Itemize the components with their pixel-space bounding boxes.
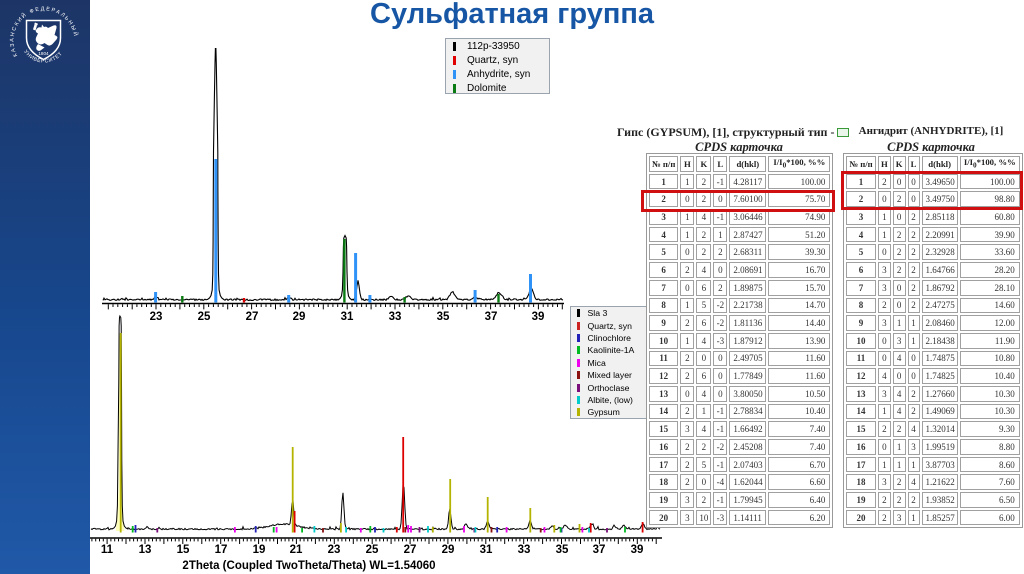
svg-text:31: 31 xyxy=(341,311,354,323)
svg-text:2Theta (Coupled TwoTheta/Theta: 2Theta (Coupled TwoTheta/Theta) WL=1.540… xyxy=(182,560,435,572)
svg-text:17: 17 xyxy=(215,544,228,556)
svg-text:25: 25 xyxy=(366,544,379,556)
svg-text:13: 13 xyxy=(139,544,152,556)
svg-text:29: 29 xyxy=(442,544,455,556)
svg-text:39: 39 xyxy=(631,544,644,556)
svg-text:11: 11 xyxy=(101,544,114,556)
svg-text:35: 35 xyxy=(437,311,450,323)
svg-text:23: 23 xyxy=(150,311,163,323)
svg-text:21: 21 xyxy=(290,544,303,556)
svg-text:35: 35 xyxy=(556,544,569,556)
svg-text:25: 25 xyxy=(198,311,211,323)
svg-text:39: 39 xyxy=(532,311,545,323)
svg-text:27: 27 xyxy=(404,544,417,556)
svg-text:37: 37 xyxy=(593,544,606,556)
svg-text:29: 29 xyxy=(293,311,306,323)
svg-text:15: 15 xyxy=(177,544,190,556)
svg-text:37: 37 xyxy=(485,311,498,323)
svg-text:33: 33 xyxy=(389,311,402,323)
svg-text:23: 23 xyxy=(328,544,341,556)
svg-text:33: 33 xyxy=(518,544,531,556)
svg-text:1804: 1804 xyxy=(38,51,49,56)
svg-text:27: 27 xyxy=(246,311,259,323)
svg-text:19: 19 xyxy=(253,544,266,556)
svg-text:31: 31 xyxy=(480,544,493,556)
